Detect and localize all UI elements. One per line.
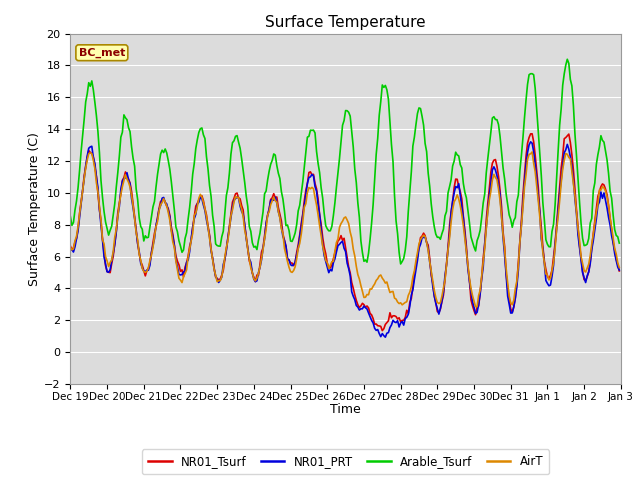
- NR01_PRT: [230, 197, 238, 203]
- Y-axis label: Surface Temperature (C): Surface Temperature (C): [28, 132, 42, 286]
- NR01_Tsurf: [258, 249, 266, 255]
- NR01_Tsurf: [230, 195, 238, 201]
- AirT: [67, 245, 74, 251]
- Arable_Tsurf: [588, 216, 596, 221]
- Arable_Tsurf: [307, 127, 314, 133]
- Arable_Tsurf: [563, 56, 571, 62]
- NR01_PRT: [381, 334, 389, 340]
- NR01_Tsurf: [528, 131, 536, 137]
- NR01_PRT: [527, 139, 534, 144]
- Legend: NR01_Tsurf, NR01_PRT, Arable_Tsurf, AirT: NR01_Tsurf, NR01_PRT, Arable_Tsurf, AirT: [142, 449, 549, 474]
- NR01_PRT: [67, 246, 74, 252]
- NR01_PRT: [248, 270, 256, 276]
- AirT: [307, 186, 314, 192]
- AirT: [230, 199, 238, 205]
- NR01_Tsurf: [248, 270, 256, 276]
- AirT: [258, 255, 266, 261]
- AirT: [588, 241, 596, 247]
- NR01_Tsurf: [307, 169, 314, 175]
- NR01_PRT: [616, 267, 623, 273]
- AirT: [472, 304, 479, 310]
- AirT: [616, 264, 623, 270]
- NR01_PRT: [307, 174, 314, 180]
- Line: NR01_Tsurf: NR01_Tsurf: [70, 134, 620, 331]
- Line: NR01_PRT: NR01_PRT: [70, 142, 620, 337]
- NR01_Tsurf: [616, 268, 623, 274]
- Arable_Tsurf: [248, 240, 256, 246]
- Title: Surface Temperature: Surface Temperature: [266, 15, 426, 30]
- Line: Arable_Tsurf: Arable_Tsurf: [70, 59, 620, 264]
- NR01_PRT: [588, 247, 596, 252]
- NR01_Tsurf: [588, 245, 596, 251]
- AirT: [134, 237, 141, 242]
- Line: AirT: AirT: [70, 152, 620, 307]
- NR01_PRT: [134, 240, 141, 246]
- Arable_Tsurf: [616, 240, 623, 246]
- Text: BC_met: BC_met: [79, 48, 125, 58]
- NR01_Tsurf: [378, 328, 386, 334]
- Arable_Tsurf: [397, 261, 404, 267]
- AirT: [248, 270, 256, 276]
- NR01_PRT: [258, 257, 266, 263]
- X-axis label: Time: Time: [330, 403, 361, 416]
- NR01_Tsurf: [134, 241, 141, 247]
- AirT: [528, 149, 536, 155]
- NR01_Tsurf: [67, 243, 74, 249]
- Arable_Tsurf: [134, 197, 141, 203]
- Arable_Tsurf: [258, 220, 266, 226]
- Arable_Tsurf: [230, 138, 238, 144]
- Arable_Tsurf: [67, 214, 74, 219]
